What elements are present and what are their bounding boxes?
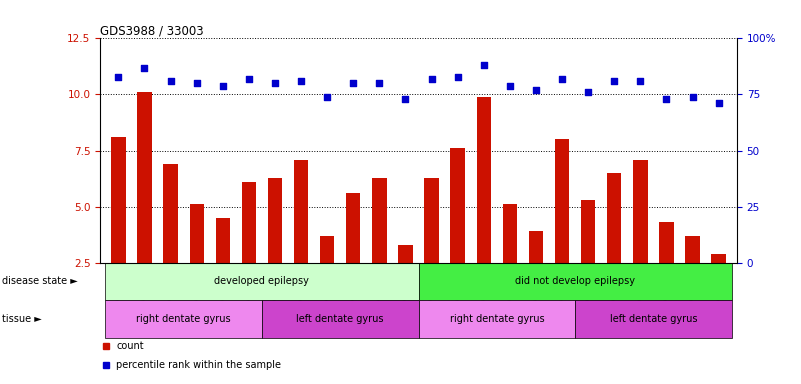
Point (477, 62, 490, 68)
Point (451, 73, 464, 79)
Bar (503, 204, 517, 319)
Bar (294, 160, 308, 319)
Point (216, 83, 229, 89)
Bar (711, 254, 726, 319)
Bar (137, 92, 151, 319)
Bar (419, 263, 731, 300)
Text: right dentate gyrus: right dentate gyrus (136, 314, 231, 324)
Bar (268, 177, 282, 319)
Bar (163, 164, 178, 319)
Bar (262, 300, 419, 338)
Point (295, 78, 308, 84)
Bar (215, 218, 230, 319)
Text: left dentate gyrus: left dentate gyrus (610, 314, 697, 324)
Bar (575, 300, 731, 338)
Point (347, 80, 360, 86)
Point (660, 96, 673, 102)
Text: disease state ►: disease state ► (2, 276, 78, 286)
Point (634, 78, 646, 84)
Bar (425, 177, 439, 319)
Bar (529, 232, 543, 319)
Bar (106, 300, 262, 338)
Point (191, 80, 203, 86)
Point (399, 96, 412, 102)
Bar (320, 236, 334, 319)
Text: did not develop epilepsy: did not develop epilepsy (515, 276, 635, 286)
Point (686, 94, 699, 100)
Point (712, 100, 725, 106)
Point (425, 76, 438, 82)
Text: GDS3988 / 33003: GDS3988 / 33003 (100, 24, 203, 37)
Bar (477, 97, 491, 319)
Point (582, 89, 594, 95)
Text: right dentate gyrus: right dentate gyrus (449, 314, 544, 324)
Bar (581, 200, 595, 319)
Point (164, 78, 177, 84)
Bar (190, 204, 204, 319)
Point (138, 65, 151, 71)
Text: tissue ►: tissue ► (2, 314, 42, 324)
Bar (398, 245, 413, 319)
Point (504, 83, 517, 89)
Bar (242, 182, 256, 319)
Bar (659, 222, 674, 319)
Bar (607, 173, 622, 319)
Bar (106, 263, 419, 300)
Point (608, 78, 621, 84)
Text: count: count (116, 341, 143, 351)
Text: developed epilepsy: developed epilepsy (215, 276, 309, 286)
Point (556, 76, 569, 82)
Point (529, 87, 542, 93)
Bar (111, 137, 126, 319)
Bar (686, 236, 700, 319)
Text: left dentate gyrus: left dentate gyrus (296, 314, 384, 324)
Point (112, 73, 125, 79)
Bar (346, 193, 360, 319)
Text: percentile rank within the sample: percentile rank within the sample (116, 361, 281, 371)
Bar (450, 148, 465, 319)
Bar (419, 300, 575, 338)
Bar (633, 160, 647, 319)
Point (268, 80, 281, 86)
Point (243, 76, 256, 82)
Bar (555, 139, 570, 319)
Point (373, 80, 386, 86)
Bar (372, 177, 387, 319)
Point (320, 94, 333, 100)
